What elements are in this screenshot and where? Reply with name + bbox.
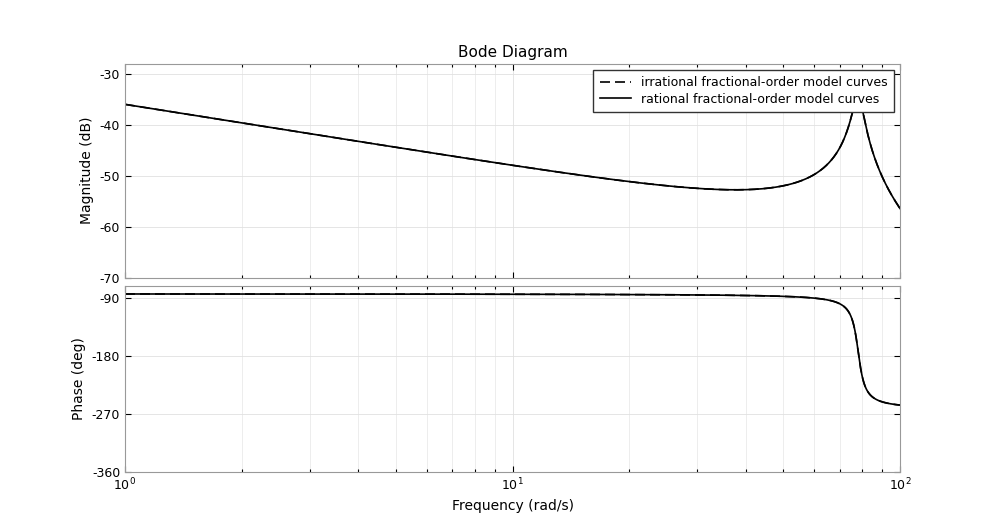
irrational fractional-order model curves <box>415 148 427 154</box>
rational fractional-order model curves <box>852 93 864 100</box>
rational fractional-order model curves <box>260 123 272 130</box>
rational fractional-order model curves <box>119 101 131 108</box>
irrational fractional-order model curves <box>623 292 635 298</box>
irrational fractional-order model curves <box>894 402 906 408</box>
rational fractional-order model curves <box>260 291 272 297</box>
irrational fractional-order model curves <box>894 205 906 211</box>
rational fractional-order model curves <box>894 205 906 211</box>
rational fractional-order model curves <box>697 186 709 192</box>
rational fractional-order model curves <box>415 148 427 154</box>
rational fractional-order model curves <box>584 292 596 298</box>
rational fractional-order model curves <box>415 291 427 297</box>
irrational fractional-order model curves <box>260 291 272 297</box>
irrational fractional-order model curves <box>415 291 427 297</box>
Legend: irrational fractional-order model curves, rational fractional-order model curves: irrational fractional-order model curves… <box>593 70 894 112</box>
Title: Bode Diagram: Bode Diagram <box>458 45 567 60</box>
Line: irrational fractional-order model curves: irrational fractional-order model curves <box>125 294 900 405</box>
irrational fractional-order model curves <box>756 186 768 192</box>
rational fractional-order model curves <box>756 293 768 299</box>
Line: rational fractional-order model curves: rational fractional-order model curves <box>125 96 900 208</box>
irrational fractional-order model curves <box>584 173 596 180</box>
rational fractional-order model curves <box>697 292 709 298</box>
rational fractional-order model curves <box>119 291 131 297</box>
Line: rational fractional-order model curves: rational fractional-order model curves <box>125 294 900 405</box>
irrational fractional-order model curves <box>584 292 596 298</box>
rational fractional-order model curves <box>756 186 768 192</box>
irrational fractional-order model curves <box>119 101 131 108</box>
irrational fractional-order model curves <box>852 93 864 100</box>
irrational fractional-order model curves <box>119 291 131 297</box>
rational fractional-order model curves <box>623 292 635 298</box>
irrational fractional-order model curves <box>697 292 709 298</box>
rational fractional-order model curves <box>623 179 635 185</box>
Line: irrational fractional-order model curves: irrational fractional-order model curves <box>125 96 900 208</box>
rational fractional-order model curves <box>584 173 596 180</box>
X-axis label: Frequency (rad/s): Frequency (rad/s) <box>452 499 574 513</box>
irrational fractional-order model curves <box>756 293 768 299</box>
Y-axis label: Magnitude (dB): Magnitude (dB) <box>80 117 94 224</box>
rational fractional-order model curves <box>894 402 906 408</box>
irrational fractional-order model curves <box>623 179 635 185</box>
Y-axis label: Phase (deg): Phase (deg) <box>72 337 86 420</box>
irrational fractional-order model curves <box>260 123 272 130</box>
irrational fractional-order model curves <box>697 186 709 192</box>
